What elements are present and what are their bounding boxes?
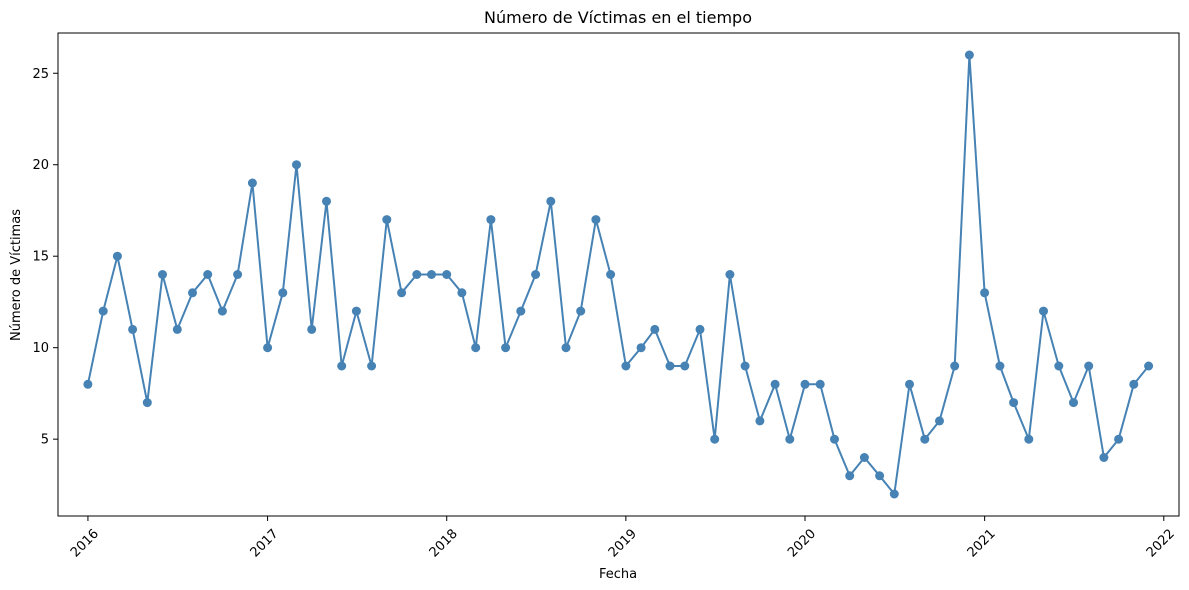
- data-point: [665, 361, 675, 371]
- data-point: [800, 379, 810, 389]
- data-point: [905, 379, 914, 389]
- data-point: [233, 270, 243, 279]
- data-point: [710, 434, 720, 444]
- data-point: [995, 361, 1005, 371]
- data-point: [112, 251, 122, 261]
- data-point: [980, 288, 990, 298]
- data-point: [889, 489, 899, 499]
- data-point: [203, 270, 213, 279]
- data-point: [247, 178, 257, 188]
- data-point: [725, 270, 735, 279]
- data-point: [307, 324, 317, 334]
- data-point: [935, 416, 944, 426]
- data-point: [382, 215, 392, 225]
- data-point: [1129, 379, 1139, 389]
- data-point: [770, 379, 780, 389]
- data-point: [606, 270, 616, 279]
- data-point: [98, 306, 108, 316]
- data-point: [158, 270, 167, 279]
- data-point: [457, 288, 467, 298]
- data-point: [859, 453, 869, 462]
- data-point: [427, 270, 436, 279]
- data-point: [442, 270, 452, 279]
- data-point: [621, 361, 631, 371]
- data-point: [591, 215, 601, 225]
- data-point: [561, 343, 571, 353]
- data-point: [755, 416, 765, 426]
- data-point: [1099, 453, 1109, 462]
- data-point: [486, 215, 496, 225]
- data-point: [845, 471, 855, 481]
- data-point: [785, 434, 795, 444]
- data-point: [516, 306, 526, 316]
- data-point: [815, 379, 825, 389]
- data-point: [1084, 361, 1094, 371]
- data-point: [830, 434, 839, 444]
- data-point: [950, 361, 960, 371]
- chart-title: Número de Víctimas en el tiempo: [484, 8, 752, 27]
- data-point: [337, 361, 347, 371]
- data-point: [263, 343, 273, 353]
- data-point: [292, 160, 301, 170]
- x-tick-label: 2016: [68, 526, 102, 560]
- series-line: [86, 54, 1150, 495]
- x-tick-label: 2018: [427, 526, 461, 560]
- data-point: [875, 471, 885, 481]
- axes-frame: [57, 32, 1180, 517]
- data-point: [531, 270, 541, 279]
- data-point: [1024, 434, 1034, 444]
- data-point: [501, 343, 511, 353]
- data-point: [1069, 398, 1078, 408]
- x-axis: 2016 2017 2018 2019 2020 2021 2022: [68, 516, 1178, 560]
- data-point: [576, 306, 586, 316]
- data-point: [1009, 398, 1019, 408]
- data-point: [83, 379, 93, 389]
- y-tick-label: 10: [32, 341, 49, 356]
- data-point: [695, 324, 705, 334]
- data-point: [471, 343, 481, 353]
- y-tick-label: 20: [32, 158, 49, 173]
- y-axis: 5 10 15 20 25: [32, 67, 58, 448]
- data-point: [397, 288, 407, 298]
- x-axis-label: Fecha: [599, 567, 637, 582]
- data-point: [740, 361, 750, 371]
- y-axis-label: Número de Víctimas: [9, 209, 24, 341]
- data-point: [142, 398, 152, 408]
- data-point: [322, 196, 331, 206]
- x-tick-label: 2020: [785, 526, 819, 560]
- data-point: [188, 288, 197, 298]
- plot-area: 5 10 15 20 25 2016 2017 2018 2019 2020 2021 2022: [32, 32, 1180, 560]
- data-point: [412, 270, 422, 279]
- data-point: [172, 324, 182, 334]
- data-point: [1054, 361, 1064, 371]
- data-point: [1144, 361, 1154, 371]
- data-point: [367, 361, 377, 371]
- data-point: [1114, 434, 1124, 444]
- x-tick-label: 2017: [248, 526, 282, 560]
- data-point: [278, 288, 288, 298]
- y-tick-label: 15: [32, 250, 49, 265]
- data-point: [351, 306, 361, 316]
- data-point: [128, 324, 138, 334]
- y-tick-label: 25: [32, 67, 49, 82]
- x-tick-label: 2019: [606, 526, 640, 560]
- data-point: [1039, 306, 1048, 316]
- data-point: [920, 434, 930, 444]
- data-point: [964, 50, 974, 60]
- y-tick-label: 5: [41, 433, 49, 448]
- data-point: [546, 196, 556, 206]
- data-point: [636, 343, 646, 353]
- x-tick-label: 2021: [965, 526, 999, 560]
- x-tick-label: 2022: [1144, 526, 1178, 560]
- data-point: [680, 361, 690, 371]
- data-points: [83, 50, 1154, 499]
- data-point: [650, 324, 660, 334]
- data-point: [217, 306, 227, 316]
